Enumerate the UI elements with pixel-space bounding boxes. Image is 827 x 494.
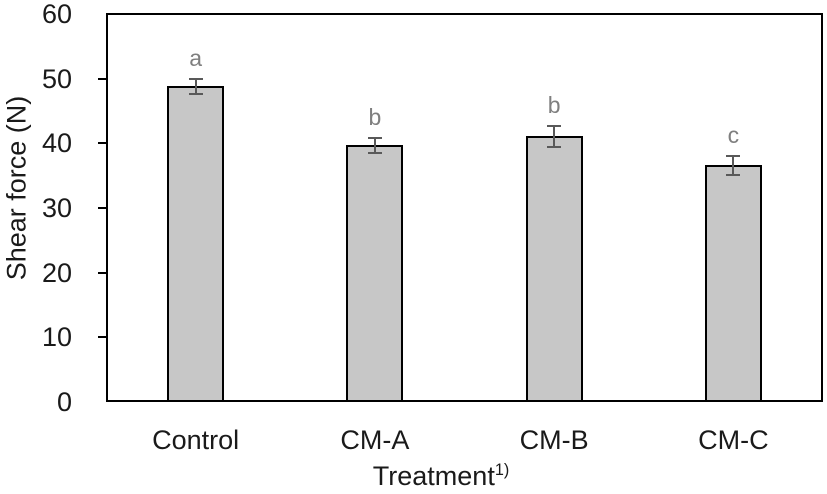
- error-bar-cap: [547, 124, 562, 127]
- error-bar-line: [373, 137, 376, 154]
- x-category-label-CM-B: CM-B: [519, 425, 589, 455]
- x-axis-title-superscript: 1): [494, 461, 510, 479]
- error-bar-cap: [367, 152, 382, 155]
- significance-letter: a: [189, 45, 203, 72]
- error-bar-cap: [188, 78, 203, 81]
- y-tick-label: 0: [56, 387, 72, 417]
- y-tick-label: 50: [41, 63, 72, 94]
- significance-letter: b: [368, 103, 382, 130]
- bar-CM-C: [704, 165, 762, 402]
- y-tick-label: 30: [41, 193, 72, 223]
- x-category-label-CM-C: CM-C: [698, 425, 769, 455]
- error-bar-cap: [188, 92, 203, 95]
- y-tick-label: 10: [41, 322, 72, 353]
- bar-Control: [167, 86, 225, 402]
- y-tick-mark: [98, 142, 106, 145]
- y-axis-title: Shear force (N): [1, 95, 32, 281]
- error-bar-cap: [726, 174, 741, 177]
- bar-CM-B: [525, 136, 583, 402]
- y-tick-mark: [98, 336, 106, 339]
- y-tick-label: 60: [41, 0, 72, 29]
- x-axis-title: Treatment1): [373, 461, 509, 492]
- error-bar-cap: [367, 136, 382, 139]
- y-tick-label: 40: [41, 128, 72, 159]
- x-category-label-CM-A: CM-A: [340, 425, 410, 455]
- significance-letter: c: [727, 121, 740, 148]
- significance-letter: b: [547, 91, 561, 118]
- error-bar-cap: [547, 145, 562, 148]
- error-bar-line: [194, 79, 197, 94]
- error-bar-cap: [726, 154, 741, 157]
- x-category-label-Control: Control: [152, 425, 240, 455]
- bar-CM-A: [346, 145, 404, 402]
- plot-area: [106, 13, 823, 402]
- y-tick-mark: [98, 271, 106, 274]
- error-bar-line: [553, 125, 556, 147]
- y-tick-mark: [98, 207, 106, 209]
- y-tick-label: 20: [41, 257, 72, 288]
- error-bar-line: [732, 155, 735, 175]
- y-tick-mark: [98, 77, 106, 80]
- x-axis-title-text: Treatment: [372, 461, 495, 491]
